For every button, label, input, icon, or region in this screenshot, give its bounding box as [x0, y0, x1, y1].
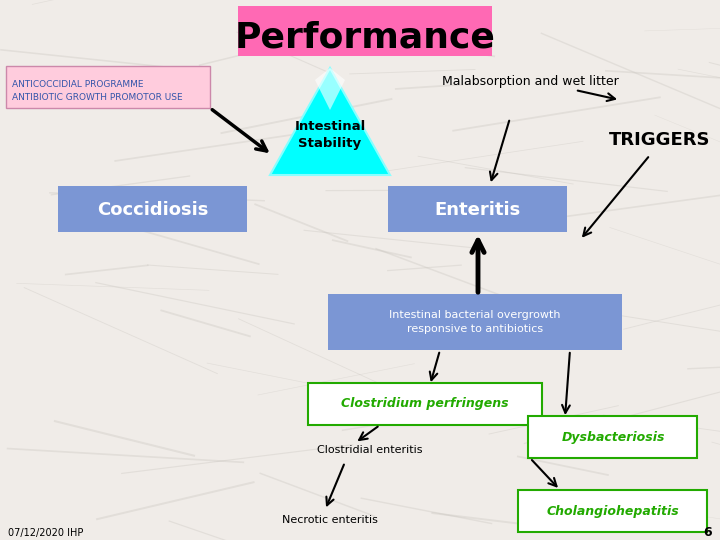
Text: Coccidiosis: Coccidiosis — [97, 201, 209, 219]
FancyBboxPatch shape — [328, 294, 622, 350]
FancyBboxPatch shape — [6, 66, 210, 108]
Text: Performance: Performance — [235, 21, 495, 55]
Text: Clostridial enteritis: Clostridial enteritis — [318, 445, 423, 455]
FancyBboxPatch shape — [518, 490, 707, 532]
Text: Malabsorption and wet litter: Malabsorption and wet litter — [441, 76, 618, 89]
Polygon shape — [270, 68, 390, 175]
Text: Enteritis: Enteritis — [435, 201, 521, 219]
Text: 07/12/2020 IHP: 07/12/2020 IHP — [8, 528, 84, 538]
Text: Intestinal bacterial overgrowth
responsive to antibiotics: Intestinal bacterial overgrowth responsi… — [390, 310, 561, 334]
FancyBboxPatch shape — [528, 416, 697, 458]
Text: Cholangiohepatitis: Cholangiohepatitis — [546, 504, 680, 517]
Text: Dysbacteriosis: Dysbacteriosis — [562, 430, 665, 443]
Text: TRIGGERS: TRIGGERS — [609, 131, 711, 149]
Text: Clostridium perfringens: Clostridium perfringens — [341, 397, 509, 410]
FancyBboxPatch shape — [388, 186, 567, 232]
Text: ANTICOCCIDIAL PROGRAMME
ANTIBIOTIC GROWTH PROMOTOR USE: ANTICOCCIDIAL PROGRAMME ANTIBIOTIC GROWT… — [12, 80, 183, 102]
Text: Necrotic enteritis: Necrotic enteritis — [282, 515, 378, 525]
Text: 6: 6 — [703, 526, 712, 539]
Text: Intestinal
Stability: Intestinal Stability — [294, 119, 366, 151]
Polygon shape — [315, 68, 345, 110]
FancyBboxPatch shape — [58, 186, 247, 232]
FancyBboxPatch shape — [308, 383, 542, 425]
FancyBboxPatch shape — [238, 6, 492, 56]
